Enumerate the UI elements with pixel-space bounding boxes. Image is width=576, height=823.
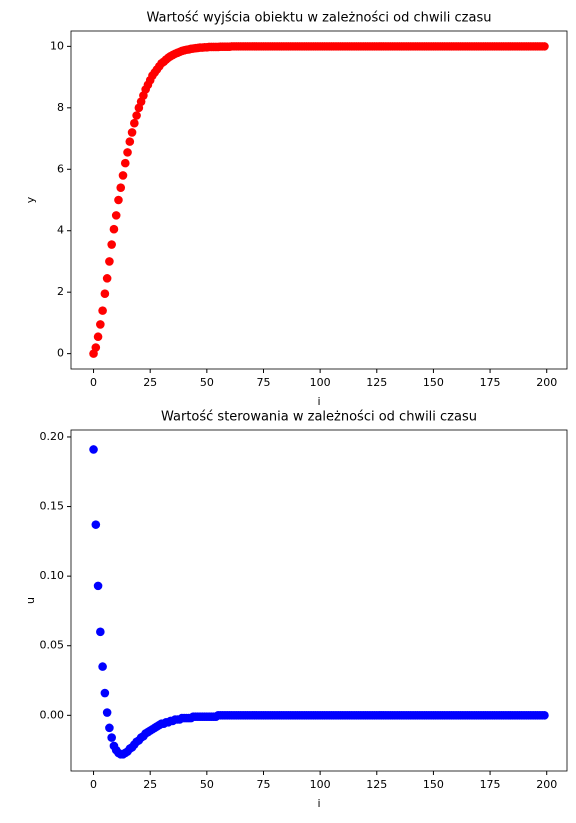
x-tick-label: 125 (366, 778, 387, 791)
data-point (111, 211, 121, 220)
chart-title: Wartość wyjścia obiektu w zależności od … (147, 11, 492, 26)
data-point (93, 581, 103, 591)
data-point (125, 137, 135, 146)
data-point (127, 128, 137, 137)
data-point (540, 42, 549, 51)
data-point (105, 257, 114, 266)
y-tick-label: 0.10 (40, 569, 65, 582)
y-tick-label: 0.00 (40, 708, 65, 721)
chart-title: Wartość sterowania w zależności od chwil… (161, 410, 477, 425)
y-tick-label: 8 (57, 101, 64, 114)
axes-frame (70, 30, 568, 370)
y-tick-label: 0.20 (40, 430, 65, 443)
data-point (130, 118, 139, 128)
x-tick-label: 100 (310, 778, 331, 791)
data-point (98, 662, 107, 671)
x-tick-label: 150 (423, 376, 444, 389)
x-tick-label: 100 (310, 376, 331, 389)
x-tick-label: 200 (536, 376, 557, 389)
data-point (100, 289, 110, 299)
y-tick-label: 4 (57, 224, 64, 237)
data-point (102, 708, 112, 717)
x-axis-label: i (317, 797, 320, 810)
data-point (98, 306, 107, 315)
x-tick-label: 50 (200, 376, 214, 389)
data-point (540, 711, 549, 720)
y-tick-label: 0.15 (40, 500, 65, 513)
data-point (89, 445, 98, 454)
data-point (107, 733, 116, 742)
data-point (116, 183, 126, 193)
data-point (96, 320, 105, 329)
data-point (114, 195, 123, 205)
data-point (120, 158, 130, 168)
y-axis-label: u (24, 597, 37, 604)
data-point (123, 148, 132, 157)
y-tick-label: 0.05 (40, 639, 65, 652)
x-tick-label: 75 (256, 376, 270, 389)
data-point (96, 627, 105, 637)
data-point (93, 332, 103, 342)
x-tick-label: 150 (423, 778, 444, 791)
x-tick-label: 175 (480, 376, 501, 389)
x-tick-label: 0 (90, 778, 97, 791)
data-point (107, 240, 116, 249)
x-axis-label: i (317, 395, 320, 408)
y-tick-label: 2 (57, 285, 64, 298)
x-tick-label: 200 (536, 778, 557, 791)
data-point (102, 274, 112, 283)
x-tick-label: 125 (366, 376, 387, 389)
y-tick-label: 10 (50, 39, 64, 52)
data-point (100, 688, 110, 698)
y-axis-label: y (24, 196, 37, 203)
x-tick-label: 25 (143, 376, 157, 389)
data-point (118, 171, 128, 180)
data-point (105, 723, 114, 733)
x-tick-label: 175 (480, 778, 501, 791)
x-tick-label: 0 (90, 376, 97, 389)
data-point (109, 224, 119, 234)
data-point (91, 343, 101, 352)
y-tick-label: 0 (57, 347, 64, 360)
data-point (91, 520, 101, 529)
x-tick-label: 50 (200, 778, 214, 791)
x-tick-label: 25 (143, 778, 157, 791)
x-tick-label: 75 (256, 778, 270, 791)
y-tick-label: 6 (57, 162, 64, 175)
data-point (132, 111, 141, 120)
axes-frame (70, 429, 568, 772)
